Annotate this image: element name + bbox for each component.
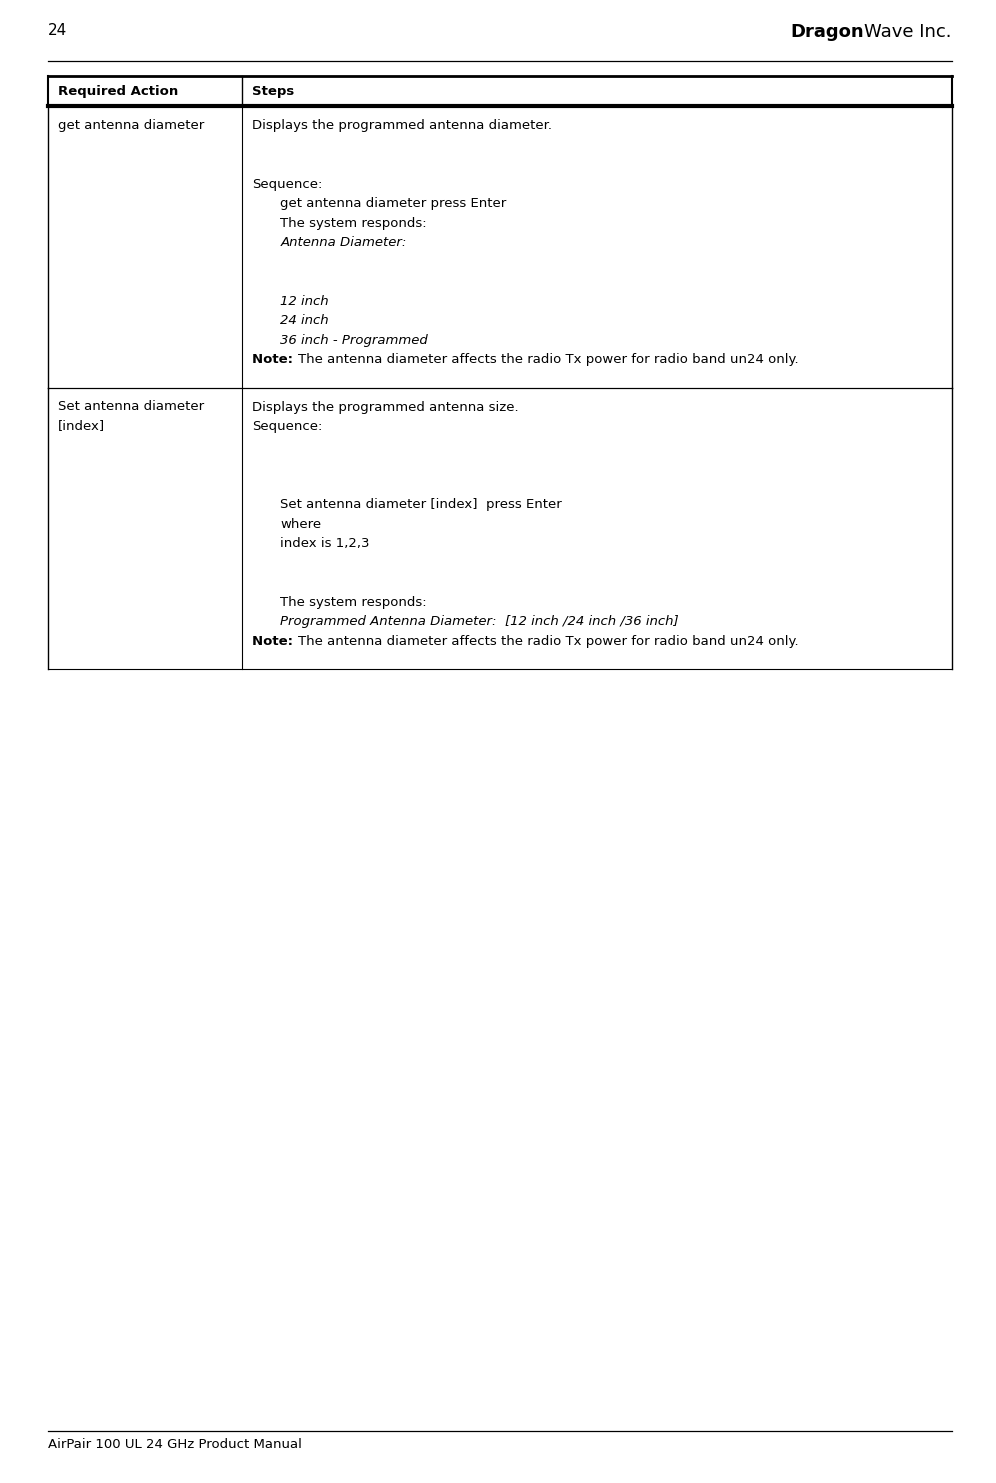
Text: Antenna Diameter:: Antenna Diameter: xyxy=(280,236,406,249)
Text: Displays the programmed antenna size.: Displays the programmed antenna size. xyxy=(252,400,519,414)
Text: Set antenna diameter [index]  press Enter: Set antenna diameter [index] press Enter xyxy=(280,498,562,512)
Text: Wave Inc.: Wave Inc. xyxy=(865,24,952,42)
Text: Sequence:: Sequence: xyxy=(252,178,323,190)
Text: Required Action: Required Action xyxy=(58,85,178,98)
Text: The system responds:: The system responds: xyxy=(280,217,427,230)
Text: index is 1,2,3: index is 1,2,3 xyxy=(280,537,370,550)
Text: Note:: Note: xyxy=(252,353,298,366)
Text: 12 inch: 12 inch xyxy=(280,295,329,307)
Text: The antenna diameter affects the radio Tx power for radio band un24 only.: The antenna diameter affects the radio T… xyxy=(298,635,799,648)
Text: Displays the programmed antenna diameter.: Displays the programmed antenna diameter… xyxy=(252,119,553,132)
Text: where: where xyxy=(280,518,322,531)
Text: Programmed Antenna Diameter:  [12 inch /24 inch /36 inch]: Programmed Antenna Diameter: [12 inch /2… xyxy=(280,615,679,627)
Text: The antenna diameter affects the radio Tx power for radio band un24 only.: The antenna diameter affects the radio T… xyxy=(298,353,799,366)
Text: Note:: Note: xyxy=(252,635,298,648)
Text: The system responds:: The system responds: xyxy=(280,596,427,608)
Text: Steps: Steps xyxy=(252,85,295,98)
Text: AirPair 100 UL 24 GHz Product Manual: AirPair 100 UL 24 GHz Product Manual xyxy=(48,1439,302,1450)
Text: Set antenna diameter
[index]: Set antenna diameter [index] xyxy=(58,400,204,433)
Text: Sequence:: Sequence: xyxy=(252,420,323,433)
Text: get antenna diameter press Enter: get antenna diameter press Enter xyxy=(280,197,507,211)
Text: get antenna diameter: get antenna diameter xyxy=(58,119,204,132)
Text: 24 inch: 24 inch xyxy=(280,314,329,326)
Text: 24: 24 xyxy=(48,24,68,39)
Text: 36 inch - Programmed: 36 inch - Programmed xyxy=(280,334,428,347)
Text: Dragon: Dragon xyxy=(791,24,865,42)
